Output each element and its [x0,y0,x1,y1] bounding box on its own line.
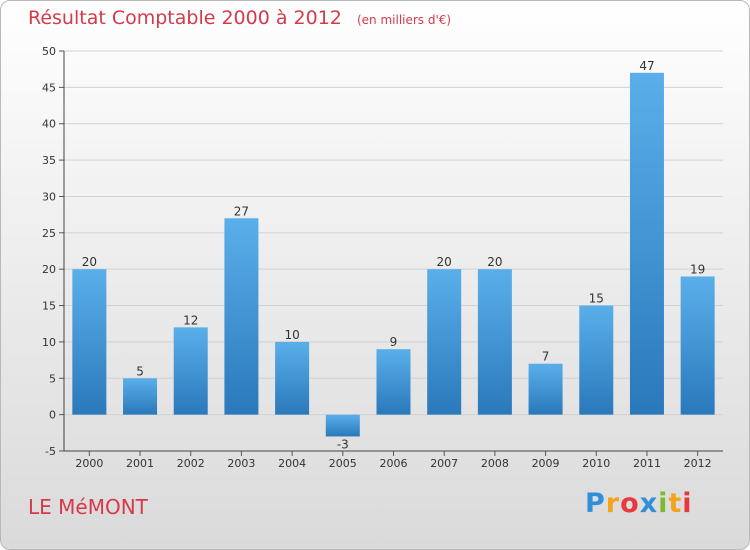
x-tick-label-2004: 2004 [278,457,306,470]
y-tick-label: 45 [42,81,56,94]
bar-2009 [528,363,563,415]
logo-letter: i [658,488,669,519]
data-label-2012: 19 [690,262,705,276]
x-tick-label-2005: 2005 [329,457,357,470]
y-tick-label: 10 [42,336,56,349]
x-tick-label-2006: 2006 [380,457,408,470]
x-tick-label-2012: 2012 [684,457,712,470]
logo-letter: P [585,488,606,519]
data-label-2011: 47 [639,59,654,73]
bar-2006 [376,349,411,415]
logo-letter: i [682,488,693,519]
y-tick-label: 30 [42,190,56,203]
bar-2011 [629,72,664,415]
chart-title-block: Résultat Comptable 2000 à 2012 (en milli… [28,7,451,29]
chart-title: Résultat Comptable 2000 à 2012 [28,7,342,29]
bar-2007 [427,269,462,415]
y-tick-label: 15 [42,300,56,313]
data-label-2009: 7 [542,350,550,364]
data-label-2003: 27 [234,204,249,218]
logo-letter: x [639,488,659,519]
y-tick-label: 20 [42,263,56,276]
x-tick-label-2000: 2000 [75,457,103,470]
data-label-2001: 5 [136,364,144,378]
data-label-2005: -3 [337,437,349,451]
x-tick-label-2011: 2011 [633,457,661,470]
chart-subtitle: (en milliers d'€) [356,13,452,27]
x-tick-label-2008: 2008 [481,457,509,470]
commune-name: LE MéMONT [28,495,148,519]
logo-letter: r [605,488,621,519]
bar-2001 [123,378,158,415]
x-tick-label-2002: 2002 [177,457,205,470]
logo-letter: o [620,488,640,519]
bar-2000 [72,269,107,415]
x-tick-label-2003: 2003 [227,457,255,470]
bar-2005 [325,414,360,437]
data-label-2004: 10 [284,328,299,342]
bar-2003 [224,218,259,415]
bar-2004 [275,341,310,415]
y-tick-label: 25 [42,227,56,240]
data-label-2000: 20 [82,255,97,269]
logo-letter: t [668,488,683,519]
data-label-2010: 15 [589,292,604,306]
y-tick-label: 40 [42,118,56,131]
bar-2010 [579,305,614,415]
data-label-2007: 20 [437,255,452,269]
y-tick-label: -5 [45,445,56,458]
x-tick-label-2001: 2001 [126,457,154,470]
y-tick-label: 50 [42,45,56,58]
y-tick-label: 0 [49,409,56,422]
x-tick-label-2009: 2009 [532,457,560,470]
data-label-2002: 12 [183,313,198,327]
data-label-2008: 20 [487,255,502,269]
bar-2002 [173,327,208,415]
bar-2012 [680,276,715,415]
x-tick-label-2010: 2010 [582,457,610,470]
y-tick-label: 35 [42,154,56,167]
x-tick-label-2007: 2007 [430,457,458,470]
proxiti-logo: Proxiti [585,488,693,519]
data-label-2006: 9 [390,335,398,349]
y-tick-label: 5 [49,372,56,385]
bar-2008 [477,269,512,415]
